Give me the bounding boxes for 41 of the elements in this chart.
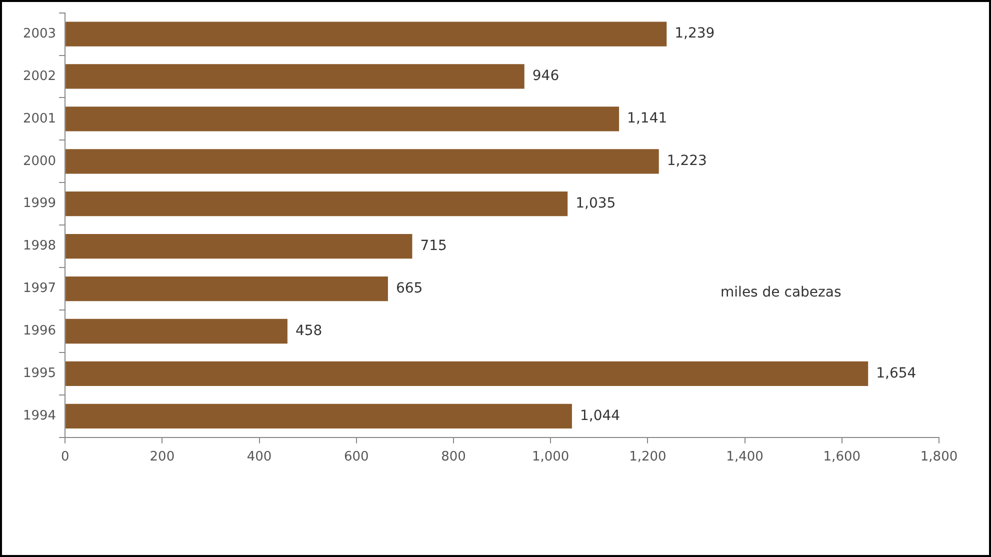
data-label: 458 <box>295 322 322 339</box>
y-tick-label: 2000 <box>22 154 56 169</box>
data-label: 1,654 <box>876 365 916 382</box>
y-tick-label: 1999 <box>22 196 56 212</box>
x-tick-label: 800 <box>441 450 466 465</box>
x-tick-label: 600 <box>344 450 369 465</box>
data-label: 1,141 <box>627 110 668 127</box>
y-tick-label: 2003 <box>22 26 56 42</box>
bar <box>66 234 412 259</box>
data-label: 715 <box>420 238 447 254</box>
y-tick-label: 2001 <box>22 111 56 126</box>
data-label: 1,035 <box>576 196 616 212</box>
y-tick-label: 1998 <box>22 238 56 254</box>
x-tick-label: 400 <box>246 450 272 465</box>
annotation: miles de cabezas <box>720 284 842 301</box>
bar <box>66 361 868 386</box>
bar <box>66 22 667 46</box>
x-tick-label: 1,800 <box>920 450 958 465</box>
y-tick-label: 1994 <box>22 408 56 424</box>
data-label: 1,239 <box>674 26 715 42</box>
x-tick-label: 1,200 <box>629 450 666 465</box>
bar <box>66 64 524 89</box>
x-tick-label: 1,000 <box>532 450 570 465</box>
y-tick-label: 1996 <box>22 324 56 339</box>
data-label: 665 <box>396 280 423 296</box>
data-label: 1,044 <box>580 408 620 424</box>
bar <box>66 149 659 174</box>
bar <box>66 404 572 428</box>
y-tick-label: 1997 <box>22 281 56 296</box>
bar <box>66 106 620 132</box>
x-tick-label: 0 <box>60 450 70 465</box>
x-tick-label: 1,600 <box>823 450 861 465</box>
data-label: 946 <box>532 68 560 84</box>
x-tick-label: 1,400 <box>726 450 764 465</box>
bar <box>66 276 388 302</box>
x-tick-label: 200 <box>150 450 175 465</box>
data-label: 1,223 <box>666 153 707 170</box>
y-tick-label: 2002 <box>22 68 56 84</box>
bar <box>66 318 288 344</box>
y-tick-label: 1995 <box>22 366 56 382</box>
bar <box>66 192 568 216</box>
